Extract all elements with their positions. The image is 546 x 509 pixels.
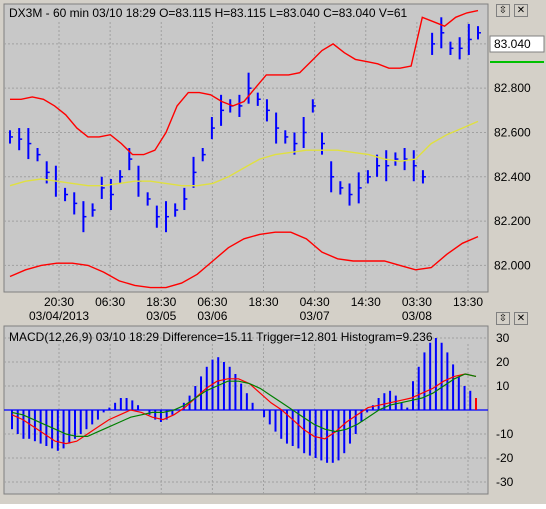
macd-y-tick: 20 — [496, 355, 510, 369]
restore-button[interactable]: ⇳ — [496, 4, 510, 17]
macd-y-tick: -30 — [496, 475, 514, 489]
macd-header: MACD(12,26,9) 03/10 18:29 Difference=15.… — [9, 330, 433, 344]
price-x-tick: 13:30 — [453, 295, 483, 309]
price-y-tick: 82.000 — [494, 258, 531, 272]
last-price-label: 83.040 — [494, 37, 531, 51]
macd-y-tick: 10 — [496, 379, 510, 393]
price-date-tick: 03/06 — [197, 309, 227, 323]
macd-y-tick: 30 — [496, 331, 510, 345]
close-icon: ✕ — [516, 5, 526, 16]
price-y-tick: 82.600 — [494, 125, 531, 139]
price-x-tick: 03:30 — [402, 295, 432, 309]
macd-series-group — [11, 338, 477, 463]
price-line-upper — [10, 9, 479, 156]
price-x-tick: 06:30 — [197, 295, 227, 309]
price-x-tick: 18:30 — [248, 295, 278, 309]
price-header: DX3M - 60 min 03/10 18:29 O=83.115 H=83.… — [9, 6, 408, 20]
price-x-axis: 20:30 06:30 18:30 06:30 18:30 04:30 14:30 03:30… — [29, 295, 483, 323]
macd-line-difference — [11, 373, 477, 445]
price-date-tick: 03/04/2013 — [29, 309, 89, 323]
macd-restore-button[interactable]: ⇳ — [496, 312, 510, 325]
price-y-tick: 82.800 — [494, 81, 531, 95]
close-icon: ✕ — [516, 313, 526, 324]
price-date-tick: 03/07 — [300, 309, 330, 323]
price-y-tick: 82.200 — [494, 214, 531, 228]
restore-icon: ⇳ — [498, 5, 508, 16]
price-date-tick: 03/05 — [146, 309, 176, 323]
macd-y-tick: -10 — [496, 427, 514, 441]
restore-icon: ⇳ — [498, 313, 508, 324]
price-line-sma — [9, 120, 479, 187]
price-x-tick: 06:30 — [95, 295, 125, 309]
close-button[interactable]: ✕ — [514, 4, 528, 17]
last-price-box — [489, 35, 545, 53]
price-y-tick: 82.400 — [494, 170, 531, 184]
price-x-tick: 04:30 — [300, 295, 330, 309]
macd-line-trigger — [11, 373, 477, 437]
price-x-tick: 18:30 — [146, 295, 176, 309]
price-x-tick: 14:30 — [351, 295, 381, 309]
price-x-tick: 20:30 — [44, 295, 74, 309]
price-series-group — [9, 9, 481, 289]
price-date-tick: 03/08 — [402, 309, 432, 323]
price-line-lower — [9, 231, 479, 289]
price-plot-area — [3, 3, 489, 293]
macd-y-tick: -20 — [496, 451, 514, 465]
macd-y-axis: 30 20 10 -10 -20 -30 — [496, 331, 514, 489]
macd-close-button[interactable]: ✕ — [514, 312, 528, 325]
